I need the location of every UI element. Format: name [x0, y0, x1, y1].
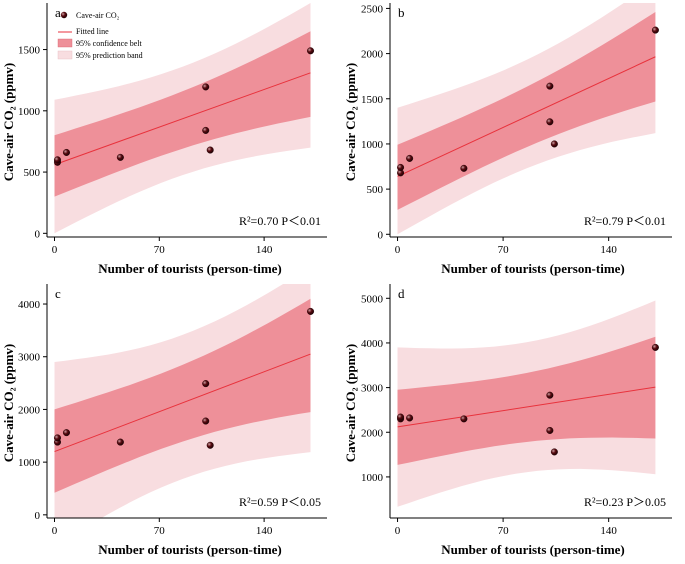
x-tick-label: 70	[154, 525, 166, 537]
data-point	[460, 415, 468, 423]
x-tick-label: 0	[52, 525, 58, 537]
data-point	[307, 47, 315, 55]
x-tick-label: 70	[498, 244, 510, 256]
data-point	[651, 343, 659, 351]
legend-confidence-swatch	[57, 38, 73, 48]
confidence-belt	[397, 12, 656, 210]
data-point	[202, 126, 210, 134]
data-point	[550, 448, 558, 456]
panel-b: 0 70 140 0 500 1000 1500 2000 2500 b R²=0.79 P＜0.0…	[343, 3, 672, 276]
data-point	[397, 413, 405, 421]
stat-annotation: R²=0.59 P＜0.05	[239, 495, 321, 509]
data-point	[406, 154, 414, 162]
data-point	[397, 163, 405, 171]
x-tick-label: 0	[395, 244, 401, 256]
data-point	[206, 441, 214, 449]
y-tick-label: 4000	[361, 338, 384, 350]
data-point	[206, 146, 214, 154]
y-axis-title: Cave-air CO₂ (ppmv)	[343, 63, 358, 181]
y-tick-label: 2000	[18, 404, 41, 416]
data-point	[307, 307, 315, 315]
data-point	[406, 414, 414, 422]
data-point	[53, 156, 61, 164]
y-tick-label: 1500	[18, 45, 41, 57]
panel-a: 0 70 140 0 500 1000 1500 a R²=0.70 P＜0.01 Number …	[1, 3, 327, 276]
y-axis-title: Cave-air CO₂ (ppmv)	[343, 344, 358, 462]
x-axis-title: Number of tourists (person-time)	[98, 261, 282, 276]
y-tick-label: 0	[378, 229, 384, 241]
y-tick-label: 1000	[361, 139, 384, 151]
stat-annotation: R²=0.23 P＞0.05	[584, 495, 666, 509]
x-tick-label: 70	[498, 525, 510, 537]
x-tick-label: 140	[256, 525, 273, 537]
y-tick-label: 1000	[361, 472, 384, 484]
x-tick-label: 140	[256, 244, 273, 256]
y-tick-label: 0	[35, 228, 41, 240]
data-point	[651, 26, 659, 34]
data-point	[546, 426, 554, 434]
legend-points-label: Cave-air CO₂	[76, 11, 120, 20]
y-axis-title: Cave-air CO₂ (ppmv)	[1, 344, 16, 462]
fitted-line	[54, 353, 311, 453]
data-point	[550, 140, 558, 148]
data-point	[62, 429, 70, 437]
y-tick-label: 1500	[361, 94, 384, 106]
data-point	[62, 148, 70, 156]
legend-point-swatch	[60, 11, 68, 19]
data-point	[53, 434, 61, 442]
x-axis-title: Number of tourists (person-time)	[98, 542, 282, 557]
y-tick-label: 3000	[18, 352, 41, 364]
panel-c: 0 70 140 0 1000 2000 3000 4000 c R²=0.59 P＜0.05 Nu…	[1, 284, 327, 557]
legend-fit-label: Fitted line	[76, 27, 109, 36]
panel-letter: c	[55, 286, 61, 301]
panel-letter: a	[55, 5, 61, 20]
y-axis-title: Cave-air CO₂ (ppmv)	[1, 63, 16, 181]
data-point	[546, 82, 554, 90]
data-point	[202, 380, 210, 388]
legend-prediction-swatch	[57, 50, 73, 60]
data-point	[202, 83, 210, 91]
fitted-line	[54, 72, 311, 166]
x-axis-title: Number of tourists (person-time)	[441, 261, 625, 276]
stat-annotation: R²=0.79 P＜0.01	[584, 214, 666, 228]
y-tick-label: 5000	[361, 293, 384, 305]
confidence-belt	[397, 336, 656, 465]
y-tick-label: 500	[367, 184, 384, 196]
y-tick-label: 2000	[361, 49, 384, 61]
legend-confidence-label: 95% confidence belt	[76, 39, 143, 48]
panel-letter: d	[398, 286, 405, 301]
data-point	[202, 417, 210, 425]
y-tick-label: 1000	[18, 457, 41, 469]
x-tick-label: 140	[600, 525, 617, 537]
y-tick-label: 2000	[361, 427, 384, 439]
x-tick-label: 0	[52, 244, 58, 256]
data-point	[546, 118, 554, 126]
y-tick-label: 500	[24, 167, 41, 179]
bands-b	[397, 3, 656, 235]
data-point	[460, 164, 468, 172]
stat-annotation: R²=0.70 P＜0.01	[239, 214, 321, 228]
fitted-line	[397, 386, 656, 428]
x-axis-title: Number of tourists (person-time)	[441, 542, 625, 557]
y-tick-label: 3000	[361, 383, 384, 395]
panel-letter: b	[398, 5, 405, 20]
data-point	[116, 153, 124, 161]
y-tick-label: 4000	[18, 299, 41, 311]
y-tick-label: 1000	[18, 106, 41, 118]
y-tick-label: 0	[35, 510, 41, 522]
panel-d: 0 70 140 1000 2000 3000 4000 5000 d R²=0.23 P＞0.0…	[343, 284, 672, 557]
data-point	[546, 391, 554, 399]
bands-a	[54, 3, 311, 234]
legend-prediction-label: 95% prediction band	[76, 51, 143, 60]
legend: Cave-air CO₂ Fitted line 95% confidence be…	[57, 11, 143, 60]
data-point	[116, 438, 124, 446]
x-tick-label: 70	[154, 244, 166, 256]
x-tick-label: 0	[395, 525, 401, 537]
fitted-line	[397, 56, 656, 177]
y-tick-label: 2500	[361, 3, 384, 15]
x-tick-label: 140	[600, 244, 617, 256]
bands-d	[397, 300, 656, 507]
